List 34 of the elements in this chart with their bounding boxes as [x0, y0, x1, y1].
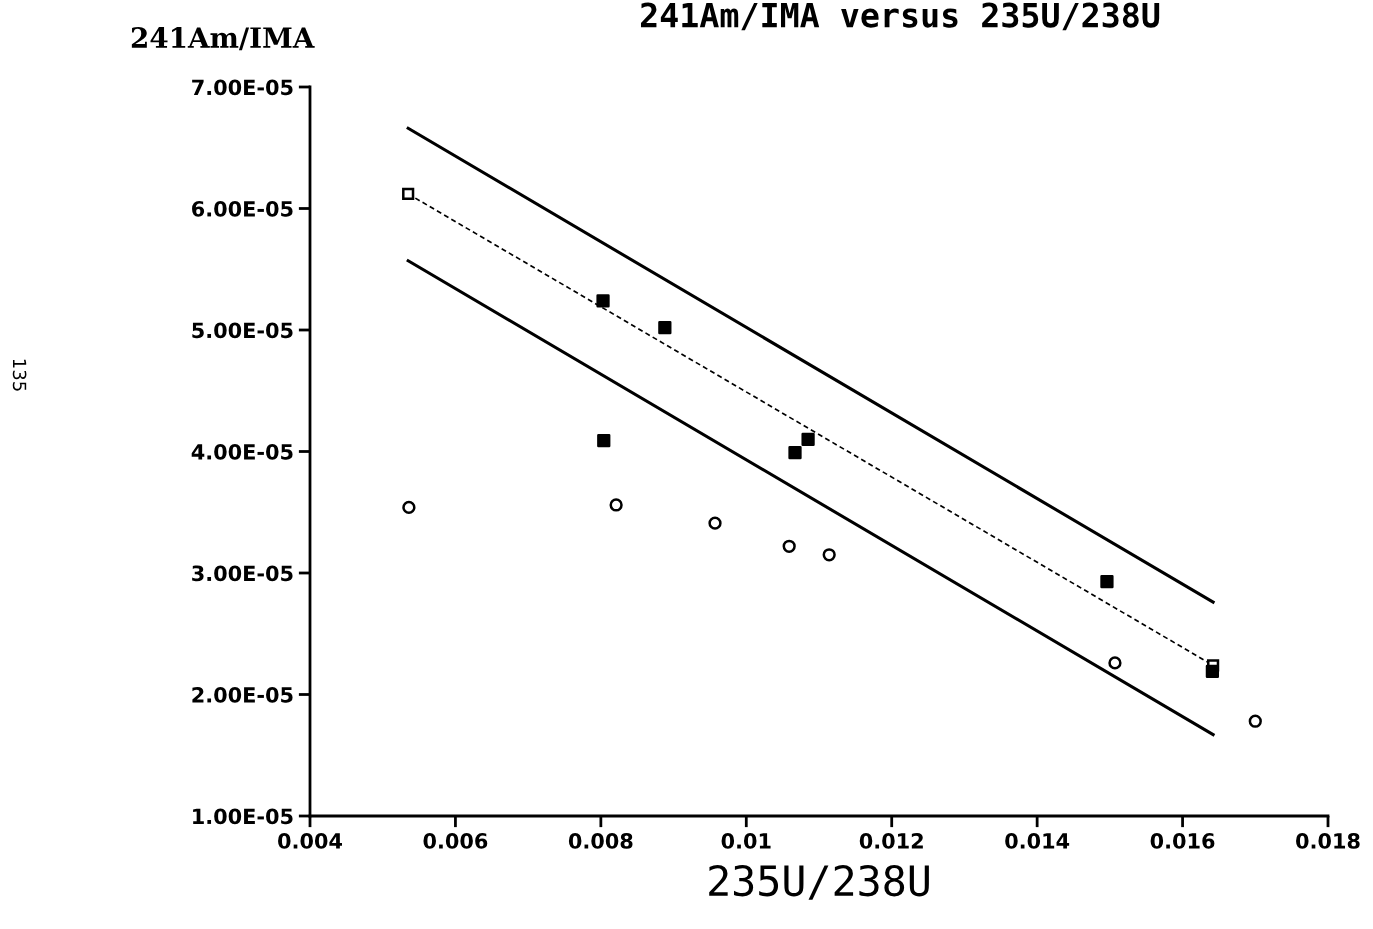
point [596, 294, 610, 308]
x-tick-label: 0.014 [1005, 833, 1070, 849]
point [708, 516, 722, 530]
point [801, 432, 815, 446]
point [1205, 664, 1220, 679]
y-tick-label: 3.00E-05 [192, 565, 293, 582]
y-tick-label: 1.00E-05 [193, 808, 293, 825]
point [597, 433, 611, 448]
y-tick-label: 5.00E-05 [192, 322, 293, 339]
y-tick-label: 6.00E-05 [192, 200, 293, 217]
point [609, 498, 623, 512]
y-axis-title: 241Am/IMA [131, 27, 315, 51]
point [1108, 656, 1122, 670]
point [782, 539, 796, 553]
y-tick-label: 7.00E-05 [192, 79, 293, 96]
point [402, 187, 415, 201]
x-tick-label: 0.008 [568, 833, 633, 849]
x-axis-title: 235U/238U [709, 864, 929, 900]
x-tick-label: 0.016 [1150, 833, 1215, 849]
x-tick-label: 0.006 [423, 833, 488, 849]
chart-title: 241Am/IMA versus 235U/238U [640, 2, 1160, 31]
y-tick-label: 2.00E-05 [192, 686, 293, 703]
x-tick-label: 0.012 [859, 833, 923, 849]
text: 135 [12, 359, 27, 391]
point [658, 320, 672, 335]
point [1248, 714, 1262, 728]
x-tick-label: 0.018 [1296, 833, 1360, 849]
x-tick-label: 0.004 [278, 833, 342, 849]
x-tick-label: 0.01 [721, 833, 771, 849]
point [402, 500, 416, 515]
point [1100, 574, 1114, 589]
y-tick-label: 4.00E-05 [191, 443, 293, 460]
point [822, 548, 836, 562]
point [788, 446, 802, 460]
